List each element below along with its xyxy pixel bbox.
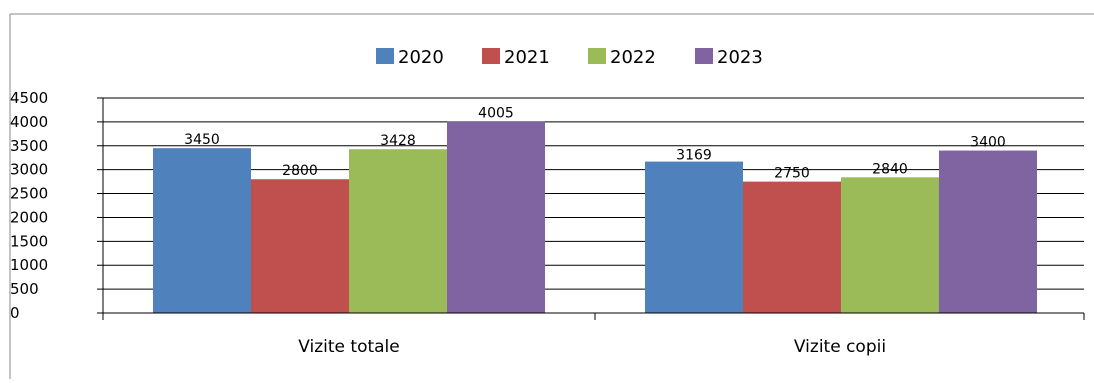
y-tick-label: 1500 <box>10 232 48 250</box>
y-tick-label: 4000 <box>10 113 48 131</box>
bar-2023-0 <box>447 121 545 314</box>
bar-2021-0 <box>251 179 349 313</box>
y-tick-label: 3000 <box>10 161 48 179</box>
y-tick-label: 1000 <box>10 256 48 274</box>
y-tick-label: 2500 <box>10 185 48 203</box>
legend-label-2021: 2021 <box>504 47 550 68</box>
legend-label-2020: 2020 <box>398 47 444 68</box>
bar-2022-1 <box>841 177 939 313</box>
data-label: 2840 <box>872 161 908 177</box>
x-tick-label: Vizite totale <box>298 337 400 357</box>
data-label: 4005 <box>478 106 514 122</box>
data-label: 2750 <box>774 166 810 182</box>
y-tick-label: 2000 <box>10 208 48 226</box>
data-label: 3450 <box>184 132 220 148</box>
legend: 2020 2021 2022 2023 <box>376 47 763 68</box>
legend-swatch-2021 <box>482 48 500 64</box>
y-axis: 0 500 1000 1500 2000 2500 3000 3500 4000 4500 <box>10 89 104 322</box>
data-label: 3428 <box>380 133 416 149</box>
y-tick-label: 0 <box>10 304 20 322</box>
legend-swatch-2023 <box>695 48 713 64</box>
bar-2023-1 <box>939 150 1037 313</box>
legend-label-2022: 2022 <box>610 47 656 68</box>
bar-2020-1 <box>645 161 743 313</box>
data-label: 3169 <box>676 148 712 164</box>
bar-2022-0 <box>349 149 447 313</box>
x-axis: Vizite totale Vizite copii <box>102 312 1085 357</box>
x-tick-label: Vizite copii <box>794 337 886 357</box>
data-label: 2800 <box>282 163 318 179</box>
legend-swatch-2022 <box>588 48 606 64</box>
y-tick-label: 4500 <box>10 89 48 107</box>
y-tick-label: 3500 <box>10 137 48 155</box>
bar-2021-1 <box>743 181 841 313</box>
data-label: 3400 <box>970 135 1006 151</box>
legend-swatch-2020 <box>376 48 394 64</box>
data-labels: 3450 2800 3428 4005 3169 2750 2840 3400 <box>184 106 1006 182</box>
y-tick-label: 500 <box>10 280 39 298</box>
bars <box>153 121 1037 314</box>
legend-label-2023: 2023 <box>717 47 763 68</box>
bar-2020-0 <box>153 148 251 313</box>
